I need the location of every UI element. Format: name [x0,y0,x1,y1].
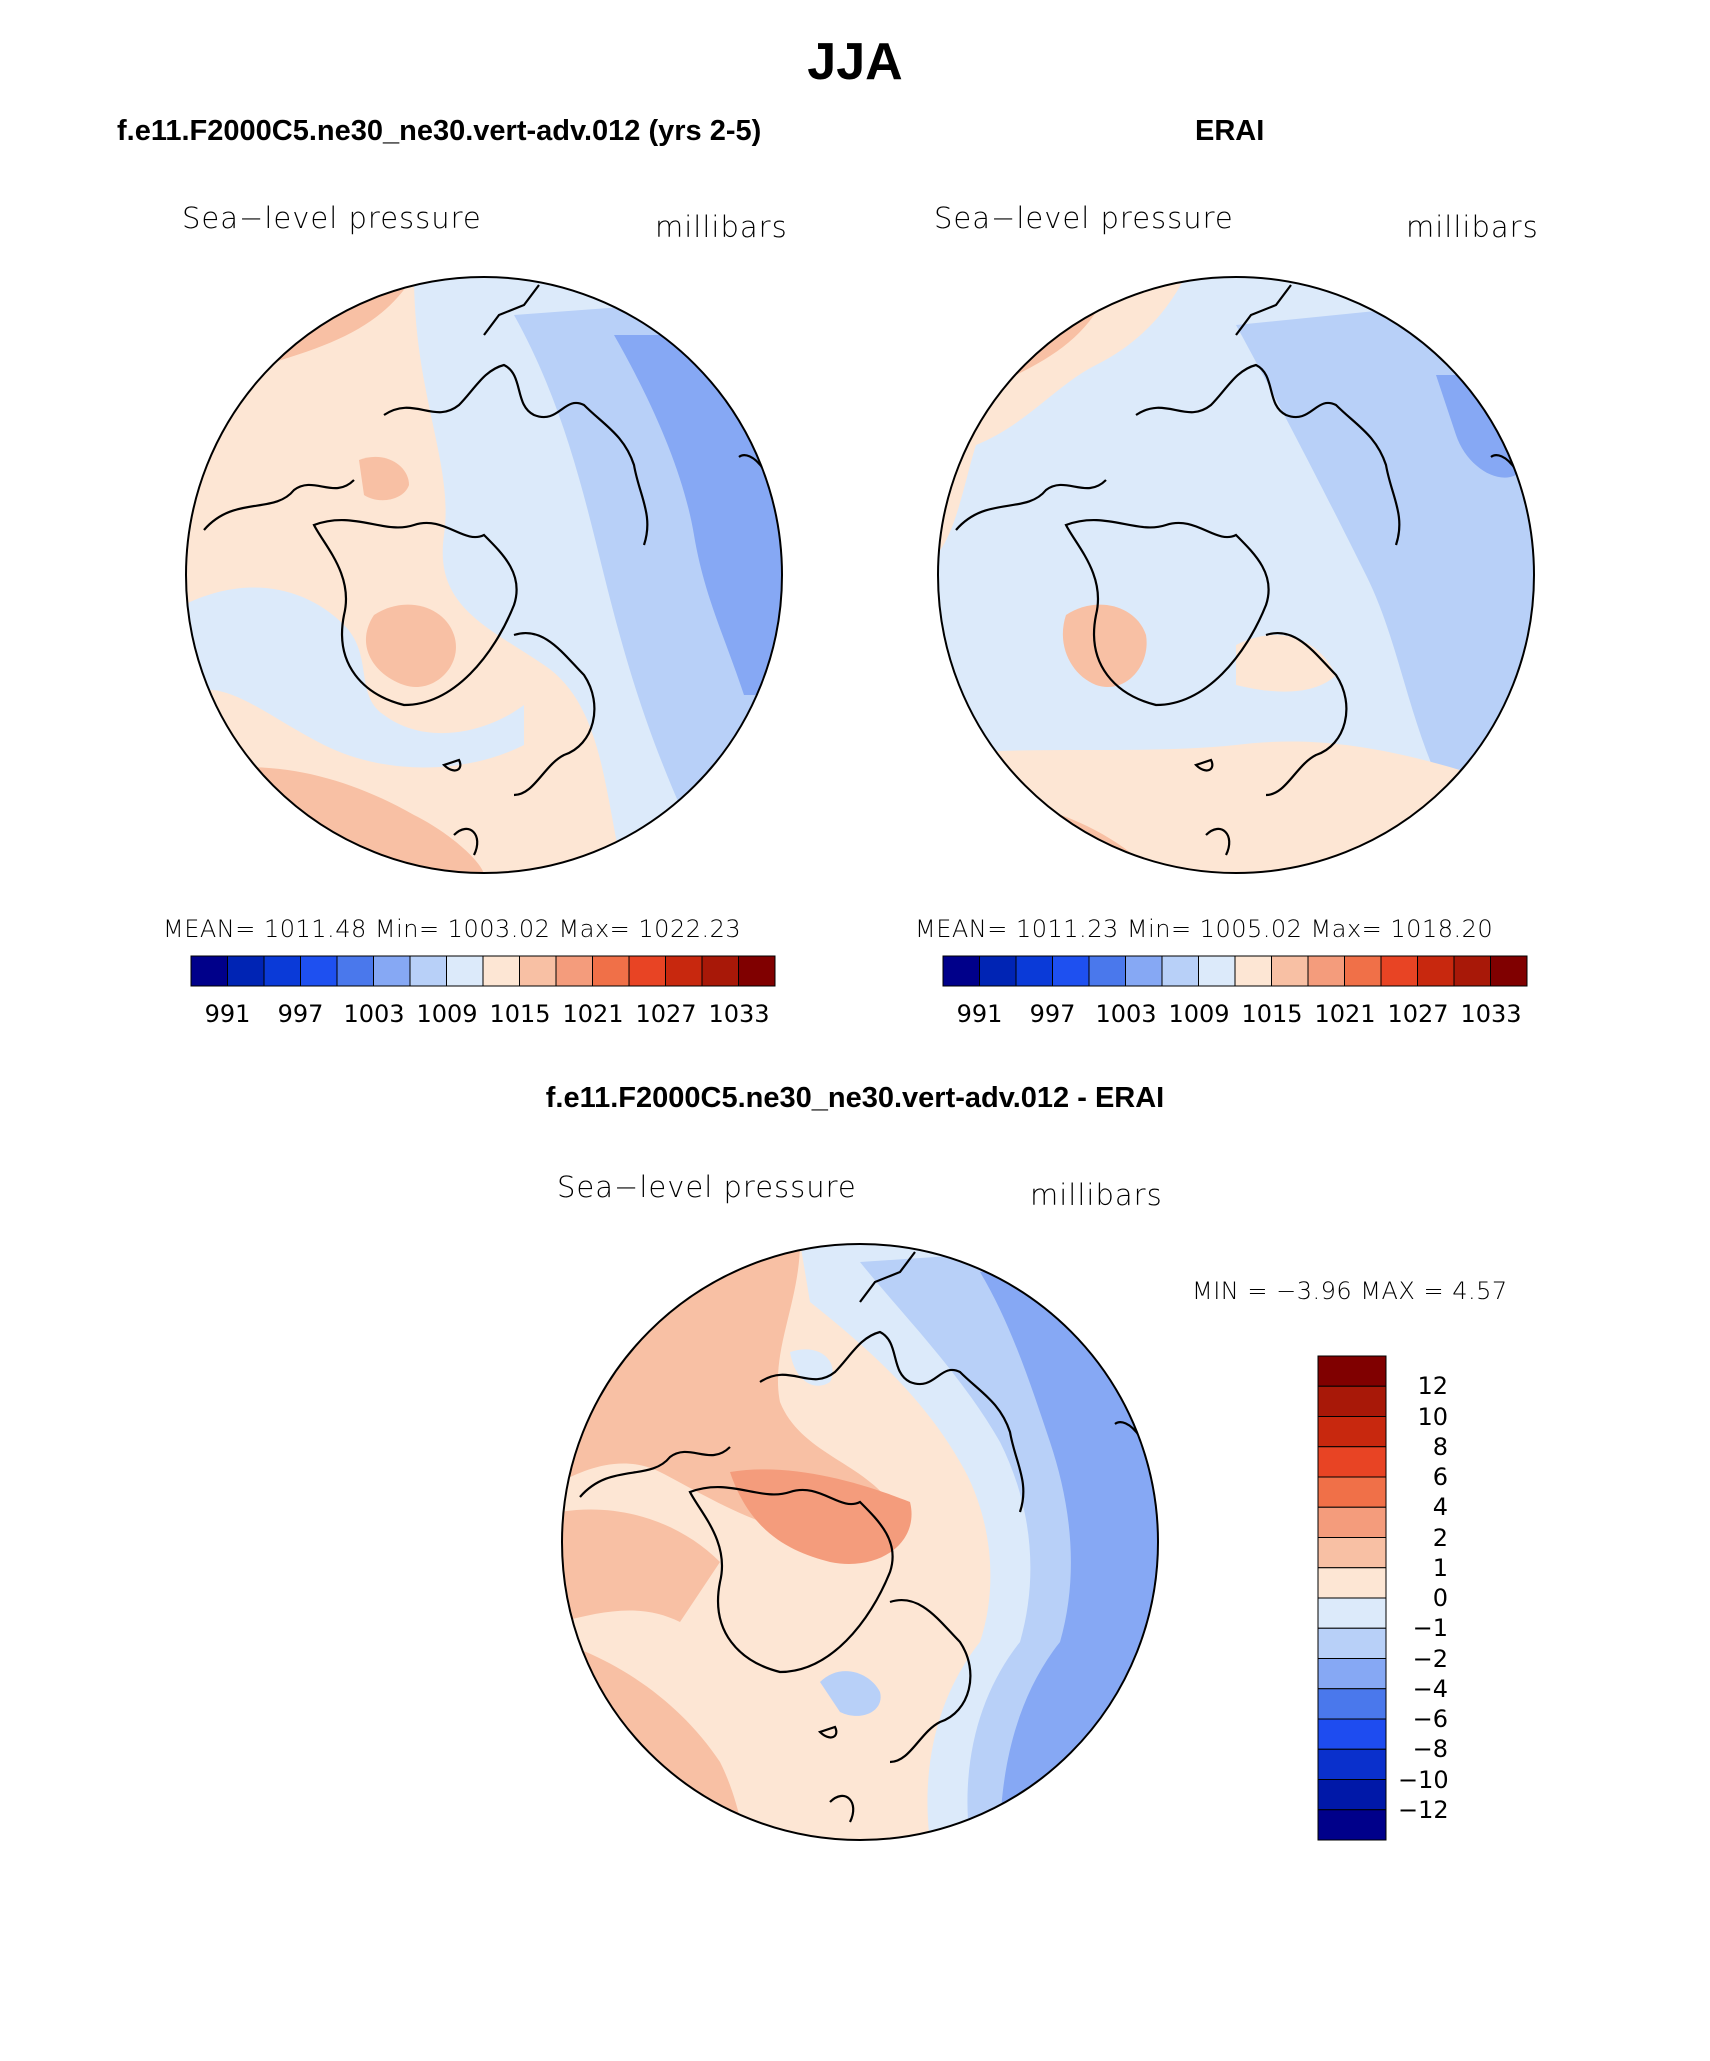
colorbar-swatch [1307,955,1345,987]
colorbar-swatch [1125,955,1163,987]
colorbar-tick-label: 2 [1432,1523,1448,1552]
colorbar-tick-label: 1009 [1168,1000,1230,1028]
colorbar-swatch [1317,1446,1387,1478]
colorbar-obs [942,955,1528,987]
colorbar-swatch [1317,1688,1387,1720]
panel-model-title: f.e11.F2000C5.ne30_ne30.vert-adv.012 (yr… [117,115,762,147]
panel-diff-title: f.e11.F2000C5.ne30_ne30.vert-adv.012 - E… [545,1082,1165,1114]
colorbar-swatch [1490,955,1528,987]
map-obs [937,276,1535,874]
colorbar-tick-label: 1003 [1095,1000,1157,1028]
colorbar-swatch [1317,1718,1387,1750]
colorbar-swatch [1052,955,1090,987]
colorbar-tick-label: 6 [1432,1463,1448,1491]
colorbar-tick-label: 1 [1432,1553,1448,1582]
colorbar-diff [1317,1355,1387,1841]
colorbar-tick-label: 4 [1432,1493,1448,1522]
colorbar-swatch [482,955,520,987]
colorbar-tick-label: 1027 [635,1000,697,1028]
colorbar-swatch [1344,955,1382,987]
colorbar-tick-label: −12 [1398,1795,1449,1824]
colorbar-swatch [555,955,593,987]
colorbar-swatch [979,955,1017,987]
colorbar-tick-label: 1021 [1314,1000,1376,1028]
colorbar-swatch [190,955,228,987]
colorbar-tick-label: 1027 [1387,1000,1449,1028]
colorbar-swatch [1317,1597,1387,1629]
colorbar-tick-label: 0 [1432,1584,1448,1612]
colorbar-swatch [1317,1627,1387,1659]
colorbar-tick-label: 10 [1417,1402,1448,1431]
panel-model-stats: MEAN= 1011.48 Min= 1003.02 Max= 1022.23 [163,915,742,943]
colorbar-swatch [1271,955,1309,987]
colorbar-tick-label: 1015 [489,1000,551,1028]
colorbar-swatch [1317,1748,1387,1780]
panel-model-left-label: Sea−level pressure [182,201,482,235]
colorbar-swatch [300,955,338,987]
panel-obs-left-label: Sea−level pressure [934,201,1234,235]
colorbar-swatch [263,955,301,987]
map-model [185,276,783,874]
colorbar-swatch [1088,955,1126,987]
colorbar-tick-label: 991 [204,1000,251,1028]
colorbar-swatch [738,955,776,987]
colorbar-swatch [1317,1385,1387,1417]
panel-obs-units: millibars [1406,210,1539,244]
colorbar-tick-label: 997 [1029,1000,1076,1028]
colorbar-swatch [592,955,630,987]
colorbar-tick-label: 1015 [1241,1000,1303,1028]
colorbar-swatch [409,955,447,987]
colorbar-tick-label: −1 [1412,1614,1448,1643]
colorbar-tick-label: −8 [1412,1735,1448,1764]
colorbar-swatch [446,955,484,987]
colorbar-swatch [1317,1537,1387,1569]
colorbar-tick-label: 12 [1417,1372,1448,1401]
colorbar-tick-label: 8 [1432,1432,1448,1461]
colorbar-swatch [1317,1779,1387,1811]
colorbar-tick-label: 1033 [1460,1000,1522,1028]
panel-diff-left-label: Sea−level pressure [557,1170,857,1204]
colorbar-swatch [1234,955,1272,987]
colorbar-swatch [519,955,557,987]
colorbar-swatch [227,955,265,987]
panel-diff-units: millibars [1030,1178,1163,1212]
colorbar-tick-label: 991 [956,1000,1003,1028]
colorbar-swatch [1317,1658,1387,1690]
colorbar-swatch [1317,1416,1387,1448]
colorbar-swatch [628,955,666,987]
colorbar-swatch [1317,1355,1387,1387]
colorbar-swatch [373,955,411,987]
colorbar-swatch [336,955,374,987]
colorbar-tick-label: 1033 [708,1000,770,1028]
colorbar-swatch [1380,955,1418,987]
colorbar-swatch [1453,955,1491,987]
colorbar-swatch [1317,1809,1387,1841]
colorbar-tick-label: −10 [1398,1765,1449,1794]
colorbar-tick-label: −4 [1412,1674,1448,1703]
panel-obs-title: ERAI [1195,115,1265,147]
colorbar-tick-label: 1021 [562,1000,624,1028]
colorbar-model [190,955,776,987]
figure-title: JJA [807,33,903,91]
colorbar-tick-label: 1003 [343,1000,405,1028]
colorbar-swatch [665,955,703,987]
colorbar-swatch [1317,1567,1387,1599]
colorbar-tick-label: −2 [1412,1644,1448,1673]
panel-diff-stats: MIN = −3.96 MAX = 4.57 [1192,1277,1508,1305]
colorbar-tick-label: 1009 [416,1000,478,1028]
map-diff [561,1243,1159,1841]
colorbar-swatch [1015,955,1053,987]
colorbar-tick-label: −6 [1412,1705,1448,1733]
colorbar-swatch [1198,955,1236,987]
colorbar-swatch [1317,1476,1387,1508]
colorbar-swatch [1417,955,1455,987]
panel-obs-stats: MEAN= 1011.23 Min= 1005.02 Max= 1018.20 [915,915,1494,943]
colorbar-tick-label: 997 [277,1000,324,1028]
colorbar-swatch [701,955,739,987]
colorbar-swatch [942,955,980,987]
colorbar-swatch [1317,1506,1387,1538]
panel-model-units: millibars [655,210,788,244]
colorbar-swatch [1161,955,1199,987]
